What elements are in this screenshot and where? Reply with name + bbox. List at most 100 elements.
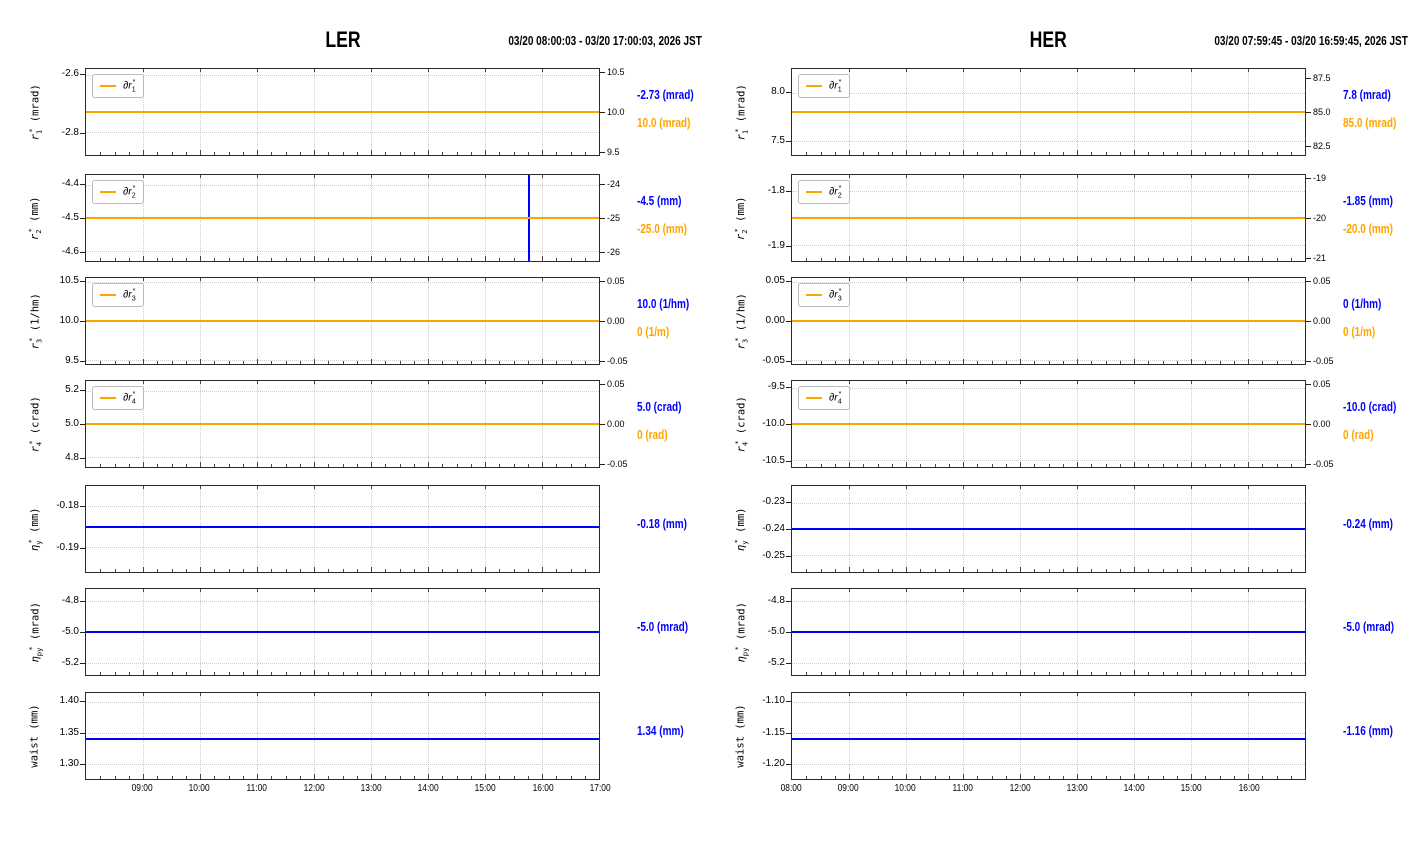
- x-minor-tick: [977, 258, 979, 261]
- x-major-tick: [200, 774, 201, 779]
- x-top-tick: [963, 278, 964, 281]
- x-minor-tick: [413, 361, 415, 364]
- x-major-tick: [1191, 256, 1192, 261]
- x-top-tick: [428, 589, 429, 592]
- x-minor-tick: [1091, 672, 1093, 675]
- x-minor-tick: [114, 672, 116, 675]
- x-minor-tick: [1162, 361, 1164, 364]
- x-minor-tick: [991, 361, 993, 364]
- x-minor-tick: [114, 258, 116, 261]
- x-major-tick: [1248, 359, 1249, 364]
- x-minor-tick: [328, 672, 330, 675]
- ler-title: LER: [85, 27, 600, 53]
- y-tick-label: -1.15: [762, 726, 785, 738]
- x-minor-tick: [385, 258, 387, 261]
- x-minor-tick: [1048, 672, 1050, 675]
- x-major-tick: [428, 567, 429, 572]
- x-minor-tick: [820, 776, 822, 779]
- x-major-tick: [485, 256, 486, 261]
- x-minor-tick: [1290, 569, 1292, 572]
- x-minor-tick: [1205, 464, 1207, 467]
- x-minor-tick: [1148, 776, 1150, 779]
- grid-line-vertical: [257, 693, 258, 779]
- x-minor-tick: [171, 361, 173, 364]
- x-top-tick: [314, 381, 315, 384]
- x-minor-tick: [299, 152, 301, 155]
- x-minor-tick: [1062, 672, 1064, 675]
- x-major-tick: [257, 774, 258, 779]
- y-tick-label: 1.35: [59, 726, 79, 738]
- x-minor-tick: [342, 672, 344, 675]
- x-minor-tick: [584, 258, 586, 261]
- x-minor-tick: [1276, 569, 1278, 572]
- right-tick-label: -19: [1313, 173, 1327, 183]
- x-minor-tick: [556, 672, 558, 675]
- y-tick-label: -4.8: [61, 594, 79, 606]
- x-top-tick: [371, 486, 372, 489]
- y-tick-mark: [80, 600, 85, 602]
- x-minor-tick: [470, 152, 472, 155]
- y-tick-mark: [80, 251, 85, 253]
- x-minor-tick: [271, 569, 273, 572]
- x-tick-label: 11:00: [952, 782, 973, 794]
- x-minor-tick: [1276, 258, 1278, 261]
- x-minor-tick: [356, 464, 358, 467]
- x-minor-tick: [513, 569, 515, 572]
- grid-line-vertical: [1248, 693, 1249, 779]
- x-minor-tick: [1205, 776, 1207, 779]
- x-minor-tick: [1034, 569, 1036, 572]
- x-major-tick: [257, 150, 258, 155]
- x-minor-tick: [1148, 569, 1150, 572]
- x-top-tick: [257, 278, 258, 281]
- grid-line-vertical: [143, 693, 144, 779]
- x-minor-tick: [470, 672, 472, 675]
- x-minor-tick: [1276, 361, 1278, 364]
- grid-line-vertical: [485, 486, 486, 572]
- x-top-tick: [1077, 175, 1078, 178]
- x-minor-tick: [877, 152, 879, 155]
- x-minor-tick: [877, 258, 879, 261]
- x-minor-tick: [1005, 258, 1007, 261]
- y-tick-mark: [80, 424, 85, 425]
- x-minor-tick: [863, 152, 865, 155]
- her-time-range-text: 03/20 07:59:45 - 03/20 16:59:45, 2026 JS…: [1214, 34, 1408, 48]
- y-tick-label: -4.5: [61, 212, 79, 223]
- x-minor-tick: [328, 569, 330, 572]
- x-major-tick: [371, 462, 372, 467]
- x-minor-tick: [584, 776, 586, 779]
- x-major-tick: [1191, 670, 1192, 675]
- x-minor-tick: [356, 361, 358, 364]
- x-minor-tick: [185, 464, 187, 467]
- x-top-tick: [849, 69, 850, 72]
- x-major-tick: [1077, 462, 1078, 467]
- x-minor-tick: [1176, 569, 1178, 572]
- grid-line-horizontal: [86, 547, 599, 549]
- legend: ∂r1*: [92, 74, 145, 98]
- x-minor-tick: [128, 672, 130, 675]
- x-minor-tick: [556, 464, 558, 467]
- x-top-tick: [849, 589, 850, 592]
- x-minor-tick: [570, 672, 572, 675]
- x-minor-tick: [399, 776, 401, 779]
- x-top-tick: [143, 381, 144, 384]
- y-tick-label: 5.0: [65, 418, 79, 429]
- x-minor-tick: [513, 258, 515, 261]
- data-line: [86, 217, 599, 219]
- x-top-tick: [143, 486, 144, 489]
- data-line: [86, 423, 599, 425]
- x-major-tick: [143, 256, 144, 261]
- y-tick-mark: [786, 732, 791, 734]
- x-minor-tick: [328, 361, 330, 364]
- x-minor-tick: [1219, 258, 1221, 261]
- grid-line-vertical: [371, 486, 372, 572]
- x-tick-label: 13:00: [360, 782, 382, 794]
- x-minor-tick: [1262, 464, 1264, 467]
- x-top-tick: [849, 486, 850, 489]
- x-top-tick: [1134, 589, 1135, 592]
- x-minor-tick: [1034, 258, 1036, 261]
- x-top-tick: [257, 381, 258, 384]
- legend-line-sample: [100, 293, 116, 296]
- plot-box: [791, 588, 1306, 676]
- her-title: HER: [791, 27, 1306, 53]
- x-minor-tick: [242, 672, 244, 675]
